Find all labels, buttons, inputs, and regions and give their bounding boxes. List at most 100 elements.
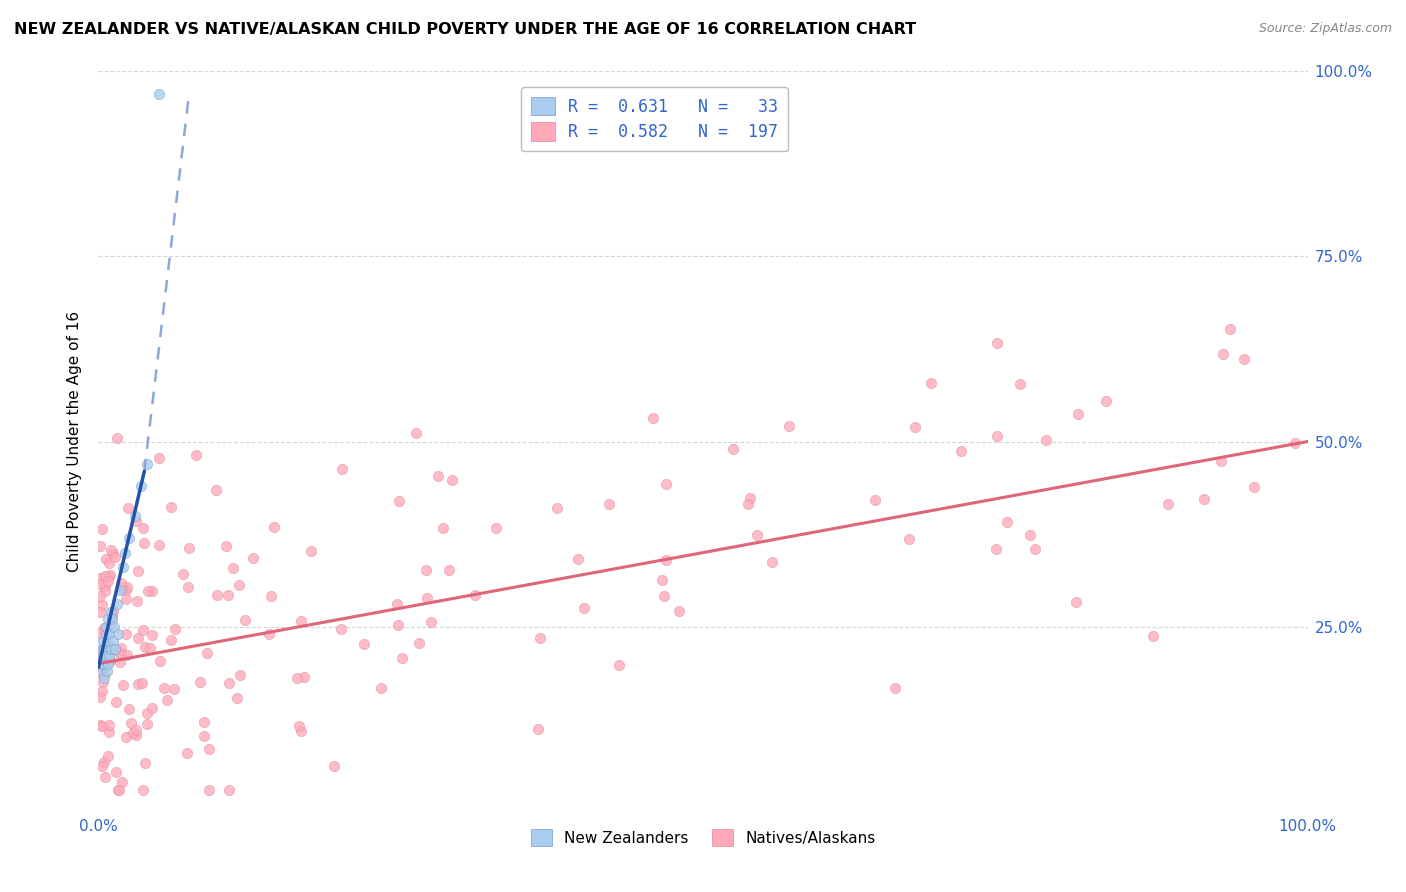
Point: [1219, 322, 1241, 336]
Point: [299, 543, 322, 558]
Point: [93, 621, 115, 635]
Point: [122, 725, 145, 739]
Point: [193, 729, 215, 743]
Point: [195, 646, 218, 660]
Point: [184, 448, 207, 462]
Point: [107, 782, 129, 797]
Point: [285, 672, 308, 686]
Point: [89, 666, 111, 681]
Point: [138, 584, 160, 599]
Point: [526, 722, 548, 736]
Point: [94, 584, 117, 599]
Point: [408, 635, 430, 649]
Point: [90, 684, 112, 698]
Point: [233, 613, 256, 627]
Point: [416, 591, 439, 606]
Point: [118, 531, 141, 545]
Point: [332, 461, 354, 475]
Point: [108, 582, 131, 597]
Point: [94, 619, 117, 633]
Point: [1035, 433, 1057, 447]
Point: [96, 636, 118, 650]
Point: [94, 552, 117, 566]
Point: [89, 571, 111, 585]
Point: [100, 640, 122, 654]
Point: [132, 536, 155, 550]
Point: [100, 605, 122, 619]
Point: [1212, 346, 1234, 360]
Point: [141, 628, 163, 642]
Point: [115, 591, 138, 606]
Point: [1142, 629, 1164, 643]
Point: [651, 573, 673, 587]
Point: [110, 648, 132, 663]
Point: [103, 619, 125, 633]
Point: [115, 648, 138, 662]
Point: [94, 627, 117, 641]
Point: [485, 521, 508, 535]
Point: [176, 746, 198, 760]
Point: [114, 730, 136, 744]
Point: [110, 640, 132, 655]
Point: [163, 682, 186, 697]
Point: [91, 634, 114, 648]
Text: NEW ZEALANDER VS NATIVE/ALASKAN CHILD POVERTY UNDER THE AGE OF 16 CORRELATION CH: NEW ZEALANDER VS NATIVE/ALASKAN CHILD PO…: [14, 22, 917, 37]
Point: [112, 678, 135, 692]
Point: [427, 468, 450, 483]
Point: [93, 641, 115, 656]
Point: [89, 539, 111, 553]
Point: [995, 515, 1018, 529]
Point: [94, 649, 117, 664]
Point: [111, 560, 134, 574]
Point: [89, 717, 111, 731]
Point: [1066, 407, 1088, 421]
Point: [98, 618, 121, 632]
Point: [1233, 352, 1256, 367]
Point: [217, 588, 239, 602]
Point: [226, 690, 249, 705]
Point: [179, 541, 201, 555]
Point: [738, 491, 761, 506]
Point: [177, 580, 200, 594]
Point: [91, 759, 114, 773]
Point: [97, 574, 120, 589]
Point: [218, 676, 240, 690]
Point: [986, 541, 1008, 556]
Point: [148, 537, 170, 551]
Point: [89, 589, 111, 603]
Y-axis label: Child Poverty Under the Age of 16: Child Poverty Under the Age of 16: [67, 311, 83, 572]
Point: [437, 563, 460, 577]
Point: [98, 653, 121, 667]
Point: [1192, 492, 1215, 507]
Point: [98, 649, 121, 664]
Point: [464, 588, 486, 602]
Point: [93, 657, 115, 671]
Point: [920, 376, 942, 390]
Point: [96, 634, 118, 648]
Point: [100, 543, 122, 558]
Point: [115, 627, 138, 641]
Point: [127, 631, 149, 645]
Point: [229, 668, 252, 682]
Point: [1024, 541, 1046, 556]
Point: [104, 550, 127, 565]
Point: [904, 420, 927, 434]
Point: [440, 474, 463, 488]
Point: [124, 727, 146, 741]
Point: [97, 556, 120, 570]
Point: [89, 576, 111, 591]
Point: [104, 695, 127, 709]
Point: [91, 657, 114, 671]
Point: [93, 755, 115, 769]
Point: [98, 568, 121, 582]
Point: [288, 719, 311, 733]
Point: [370, 681, 392, 695]
Point: [90, 522, 112, 536]
Point: [125, 515, 148, 529]
Text: Source: ZipAtlas.com: Source: ZipAtlas.com: [1258, 22, 1392, 36]
Point: [228, 578, 250, 592]
Point: [598, 498, 620, 512]
Point: [172, 567, 194, 582]
Point: [134, 640, 156, 655]
Point: [138, 640, 160, 655]
